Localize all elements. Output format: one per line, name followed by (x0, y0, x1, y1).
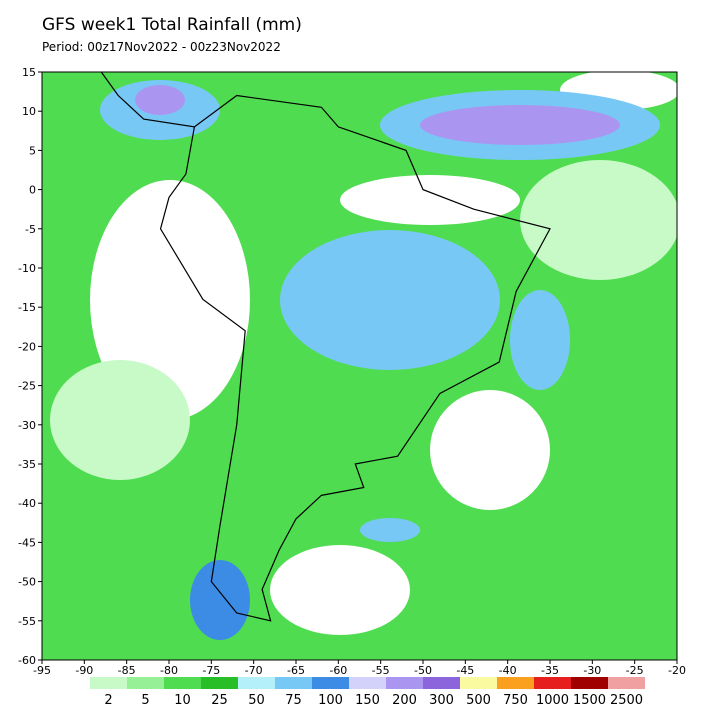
x-tick-label: -60 (329, 664, 347, 677)
y-tick-label: -10 (18, 262, 36, 275)
colorbar-label: 100 (318, 693, 343, 708)
y-tick-label: 10 (22, 105, 36, 118)
y-tick-label: 15 (22, 66, 36, 79)
axes: -95 -90 -85 -80 -75 -70 -65 -60 -55 -50 -45 -40 -35-… (18, 66, 686, 677)
x-tick-label: -75 (202, 664, 220, 677)
colorbar-label: 150 (355, 693, 380, 708)
x-tick-label: -45 (456, 664, 474, 677)
x-tick-label: -65 (287, 664, 305, 677)
x-tick-label: -25 (626, 664, 644, 677)
y-tick-label: -50 (18, 576, 36, 589)
y-tick-label: -25 (18, 380, 36, 393)
x-tick-label: -90 (75, 664, 93, 677)
colorbar-box (90, 677, 127, 689)
colorbar-label: 50 (248, 693, 265, 708)
title: GFS week1 Total Rainfall (mm) (42, 15, 302, 35)
colorbar-box (349, 677, 386, 689)
colorbar-box (386, 677, 423, 689)
colorbar-label: 750 (503, 693, 528, 708)
colorbar-box (423, 677, 460, 689)
colorbar-box (238, 677, 275, 689)
colorbar-box (534, 677, 571, 689)
x-tick-label: -70 (245, 664, 263, 677)
coastline (100, 71, 551, 622)
colorbar-box (201, 677, 238, 689)
colorbar-label: 200 (392, 693, 417, 708)
y-tick-label: -40 (18, 497, 36, 510)
colorbar-label: 2 (104, 693, 112, 708)
y-tick-label: -60 (18, 654, 36, 667)
map-frame (41, 71, 678, 661)
y-tick-label: -15 (18, 301, 36, 314)
colorbar-label: 25 (211, 693, 228, 708)
x-tick-label: -80 (160, 664, 178, 677)
colorbar-label: 500 (466, 693, 491, 708)
colorbar-label: 5 (141, 693, 149, 708)
colorbar-label: 2500 (610, 693, 643, 708)
x-tick-label: -55 (372, 664, 390, 677)
subtitle: Period: 00z17Nov2022 - 00z23Nov2022 (42, 40, 281, 54)
colorbar-label: 1000 (536, 693, 569, 708)
y-tick-label: -55 (18, 615, 36, 628)
x-tick-label: -40 (499, 664, 517, 677)
colorbar-box (571, 677, 608, 689)
colorbar-label: 10 (174, 693, 191, 708)
x-tick-label: -50 (414, 664, 432, 677)
colorbar-box (460, 677, 497, 689)
x-tick-label: -35 (541, 664, 559, 677)
colorbar: 2 5 10 25 50 75 100 150 200 300 500 750 1000 1500 2500 (90, 677, 645, 708)
colorbar-label: 1500 (573, 693, 606, 708)
colorbar-box (497, 677, 534, 689)
y-tick-label: -30 (18, 419, 36, 432)
x-tick-label: -30 (583, 664, 601, 677)
colorbar-label: 300 (429, 693, 454, 708)
y-tick-label: -5 (25, 223, 36, 236)
colorbar-box (608, 677, 645, 689)
y-tick-label: -35 (18, 458, 36, 471)
colorbar-box (275, 677, 312, 689)
y-tick-label: -45 (18, 536, 36, 549)
colorbar-box (312, 677, 349, 689)
colorbar-box (127, 677, 164, 689)
y-tick-label: 0 (29, 184, 36, 197)
rain-field (42, 72, 677, 660)
x-tick-label: -20 (668, 664, 686, 677)
y-tick-label: -20 (18, 340, 36, 353)
colorbar-label: 75 (285, 693, 302, 708)
x-tick-label: -85 (118, 664, 136, 677)
y-tick-label: 5 (29, 144, 36, 157)
x-tick-label: -95 (33, 664, 51, 677)
colorbar-box (164, 677, 201, 689)
